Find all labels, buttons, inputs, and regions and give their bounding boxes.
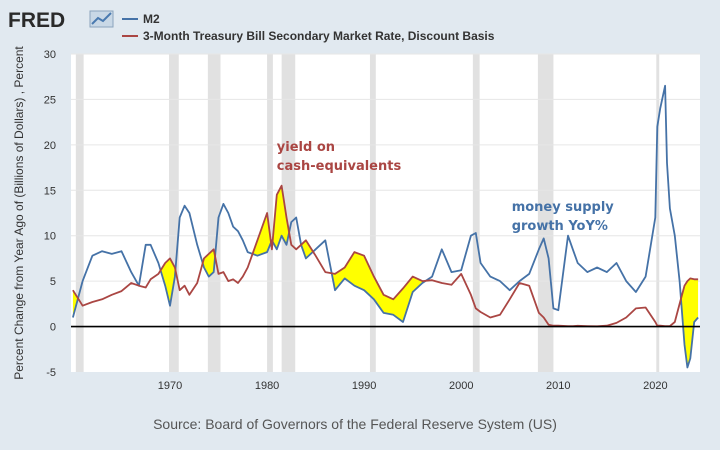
y-axis-ticks: -5 0 5 10 15 20 25 30 [44, 49, 56, 379]
y-tick-label: 20 [44, 140, 56, 152]
x-tick-label: 1980 [255, 380, 279, 392]
recession-band-5 [369, 54, 376, 372]
series-line-m2 [72, 84, 699, 369]
fred-logo: FRED [8, 9, 114, 32]
fred-logo-chart-icon [89, 10, 114, 28]
x-tick-label: 2020 [643, 380, 667, 392]
series-lines [72, 84, 699, 369]
annotation-money-supply: money supply growth YoY% [512, 200, 615, 234]
recession-band-0 [75, 54, 84, 372]
source-note: Source: Board of Governors of the Federa… [153, 416, 557, 432]
x-tick-label: 1970 [158, 380, 182, 392]
legend: M2 3-Month Treasury Bill Secondary Marke… [122, 12, 495, 43]
recession-band-6 [472, 54, 480, 372]
y-tick-label: 15 [44, 185, 56, 197]
recession-band-3 [267, 54, 273, 372]
annotations: yield on cash-equivalents money supply grow… [277, 140, 615, 234]
gridlines [71, 53, 700, 282]
x-tick-label: 2010 [546, 380, 570, 392]
x-axis-ticks: 1970 1980 1990 2000 2010 2020 [158, 380, 668, 392]
y-axis-label: Percent Change from Year Ago of (Billion… [12, 46, 26, 380]
y-tick-label: 0 [50, 322, 56, 334]
x-tick-label: 1990 [352, 380, 376, 392]
recession-band-8 [656, 54, 660, 372]
recession-bands [75, 54, 660, 372]
y-tick-label: -5 [46, 367, 56, 379]
annotation-yield: yield on cash-equivalents [277, 140, 402, 174]
legend-label-m2: M2 [143, 12, 160, 26]
gap-fill-area [252, 213, 272, 256]
y-tick-label: 30 [44, 49, 56, 61]
y-tick-label: 5 [50, 276, 56, 288]
series-line-tbill [72, 184, 699, 328]
recession-band-1 [169, 54, 179, 372]
legend-label-tbill: 3-Month Treasury Bill Secondary Market R… [143, 29, 495, 43]
recession-band-2 [207, 54, 221, 372]
fred-logo-text: FRED [8, 9, 65, 32]
recession-band-4 [281, 54, 296, 372]
y-tick-label: 10 [44, 231, 56, 243]
x-tick-label: 2000 [449, 380, 473, 392]
recession-band-7 [537, 54, 554, 372]
y-tick-label: 25 [44, 94, 56, 106]
